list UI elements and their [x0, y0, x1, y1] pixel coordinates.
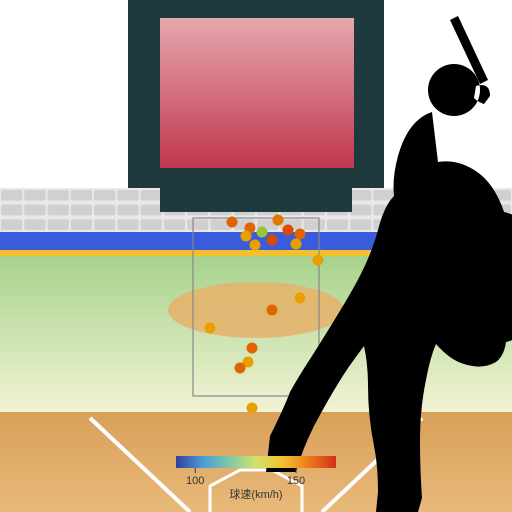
pitch-marker [313, 255, 324, 266]
seat [94, 219, 115, 230]
mound-dirt [168, 282, 344, 338]
colorbar-label: 球速(km/h) [229, 487, 282, 501]
seat [117, 190, 138, 201]
seat [141, 190, 162, 201]
seat [48, 205, 69, 216]
pitch-marker [250, 240, 261, 251]
seat [1, 205, 22, 216]
colorbar-tick-label: 100 [186, 475, 204, 487]
seat [48, 219, 69, 230]
seat [164, 219, 185, 230]
seat [187, 219, 208, 230]
seat [350, 205, 371, 216]
pitch-marker [295, 293, 306, 304]
seat [350, 190, 371, 201]
pitch-marker [247, 343, 258, 354]
pitch-marker [227, 217, 238, 228]
seat [141, 205, 162, 216]
colorbar-tick-label: 150 [287, 475, 305, 487]
seat [117, 205, 138, 216]
seat [71, 205, 92, 216]
seat [304, 219, 325, 230]
seat [94, 205, 115, 216]
pitch-marker [241, 231, 252, 242]
pitch-marker [235, 363, 246, 374]
pitch-marker [247, 403, 258, 414]
seat [1, 190, 22, 201]
pitch-location-chart: 100 150 球速(km/h) [0, 0, 512, 512]
pitch-marker [205, 323, 216, 334]
seat [141, 219, 162, 230]
pitch-marker [273, 215, 284, 226]
seat [24, 190, 45, 201]
pitch-marker [257, 227, 268, 238]
seat [71, 190, 92, 201]
scoreboard-screen [160, 18, 354, 168]
seat [350, 219, 371, 230]
pitch-marker [283, 225, 294, 236]
seat [327, 219, 348, 230]
scoreboard-pillar [160, 188, 352, 212]
seat [1, 219, 22, 230]
seat [24, 219, 45, 230]
pitch-marker [291, 239, 302, 250]
colorbar [176, 456, 336, 468]
seat [94, 190, 115, 201]
seat [48, 190, 69, 201]
seat [117, 219, 138, 230]
seat [71, 219, 92, 230]
pitch-marker [267, 235, 278, 246]
pitch-marker [267, 305, 278, 316]
pitch-marker [295, 229, 306, 240]
seat [24, 205, 45, 216]
